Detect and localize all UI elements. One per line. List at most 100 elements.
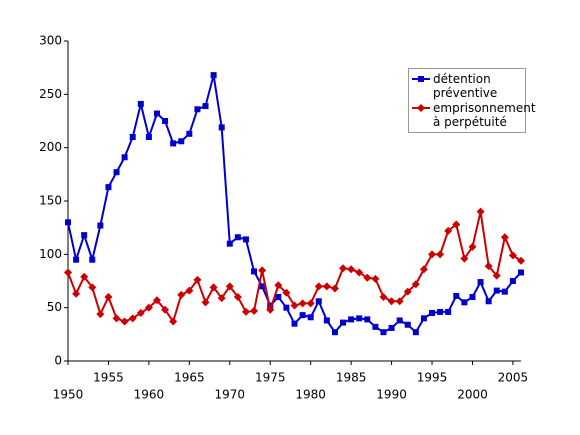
point <box>241 307 250 316</box>
point <box>73 256 80 263</box>
point <box>419 265 428 274</box>
point <box>445 308 452 315</box>
x-tick-label: 1960 <box>134 388 165 402</box>
point <box>80 272 89 281</box>
point <box>266 305 275 314</box>
point <box>258 266 267 275</box>
point <box>112 314 121 323</box>
point <box>379 293 388 301</box>
point <box>484 262 493 271</box>
point <box>152 296 161 305</box>
x-tick-label: 1950 <box>53 388 84 402</box>
x-tick-label: 1990 <box>376 388 407 402</box>
point <box>144 303 153 312</box>
point <box>274 281 283 290</box>
x-tick-label: 1970 <box>215 388 246 402</box>
point <box>129 134 136 140</box>
x-tick-label: 1965 <box>174 371 205 385</box>
point <box>121 154 128 161</box>
point <box>282 288 291 297</box>
point <box>322 282 331 291</box>
point <box>314 282 323 291</box>
point <box>461 299 468 306</box>
point <box>395 297 404 306</box>
point <box>508 251 517 260</box>
point <box>201 298 210 307</box>
point <box>104 293 113 301</box>
point <box>128 314 137 323</box>
point <box>340 319 347 326</box>
point <box>444 226 453 235</box>
point <box>452 220 461 229</box>
point <box>137 100 144 107</box>
legend-label: détention préventive <box>433 72 498 100</box>
point <box>307 314 314 321</box>
point <box>290 301 299 310</box>
point <box>355 268 364 277</box>
point <box>291 320 298 327</box>
point <box>469 294 476 300</box>
point <box>493 287 500 294</box>
point <box>210 72 217 79</box>
point <box>412 329 419 336</box>
point <box>331 329 338 336</box>
point <box>411 280 420 289</box>
point <box>250 306 259 315</box>
point <box>372 323 379 330</box>
point <box>233 293 242 301</box>
point <box>387 297 396 306</box>
point <box>217 294 226 303</box>
point <box>363 273 372 282</box>
point <box>64 268 72 277</box>
point <box>153 110 160 117</box>
point <box>298 299 307 308</box>
point <box>105 184 112 191</box>
point <box>500 233 509 242</box>
x-tick-label: 1980 <box>295 388 326 402</box>
point <box>81 232 88 239</box>
legend-entry: emprisonnement à perpétuité <box>412 101 536 129</box>
x-tick-label: 1995 <box>417 371 448 385</box>
point <box>259 283 266 290</box>
legend-swatch <box>412 104 430 112</box>
point <box>403 287 412 296</box>
point <box>306 299 315 308</box>
point <box>194 106 201 113</box>
y-tick-label: 150 <box>39 194 62 208</box>
y-tick-label: 50 <box>47 300 62 314</box>
point <box>97 222 104 229</box>
y-tick-label: 250 <box>39 87 62 101</box>
point <box>275 294 282 300</box>
point <box>485 298 492 305</box>
point <box>299 312 306 319</box>
point <box>242 236 249 243</box>
point <box>315 298 322 305</box>
point <box>136 309 145 317</box>
y-tick-label: 0 <box>54 354 62 368</box>
point <box>468 242 477 251</box>
point <box>170 140 177 147</box>
point <box>96 310 105 319</box>
point <box>185 286 194 295</box>
point <box>492 271 501 280</box>
point <box>436 250 445 259</box>
point <box>428 250 437 259</box>
point <box>202 103 209 110</box>
legend-marker <box>418 76 424 82</box>
point <box>404 321 411 328</box>
point <box>330 284 339 293</box>
point <box>396 317 403 324</box>
point <box>145 134 152 140</box>
point <box>323 317 330 324</box>
point <box>371 274 380 283</box>
legend-swatch <box>412 76 430 82</box>
point <box>509 278 516 284</box>
x-tick-label: 1955 <box>93 371 124 385</box>
point <box>356 315 363 322</box>
point <box>186 130 193 137</box>
point <box>89 256 96 263</box>
point <box>162 118 169 124</box>
point <box>429 310 436 316</box>
